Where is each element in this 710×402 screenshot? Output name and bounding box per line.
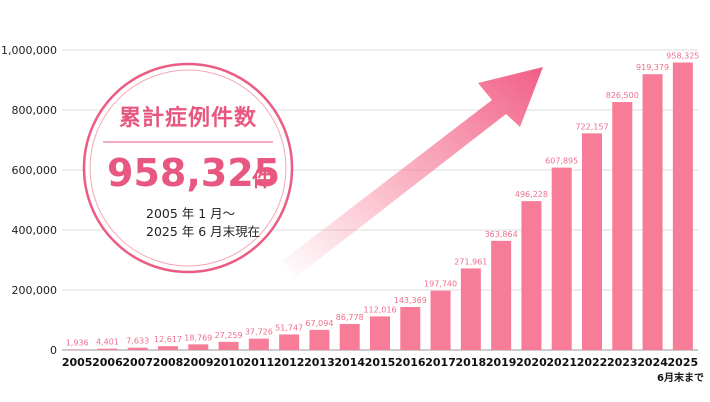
badge-unit: 件 [252,167,272,191]
x-tick-label: 2016 [395,356,426,369]
data-label-2012: 51,747 [275,323,303,332]
trend-arrow-shape [282,67,543,277]
data-label-2024: 919,379 [636,63,669,72]
bar-2006 [97,348,118,350]
y-tick-label: 200,000 [12,284,58,297]
x-tick-label: 2007 [122,356,153,369]
data-labels: 1,936 4,401 7,633 12,617 18,769 27,259 37,726 5… [66,52,700,348]
badge-outer-ring [82,62,294,274]
data-label-2020: 496,228 [515,190,548,199]
data-label-2013: 67,094 [305,319,333,328]
data-label-2011: 37,726 [245,328,273,337]
bar-2025 [672,62,693,350]
data-label-2023: 826,500 [606,91,639,100]
x-tick-label: 2017 [425,356,456,369]
y-tick-label: 0 [50,344,57,357]
bar-2014 [339,323,360,350]
bar-2019 [491,240,512,350]
x-tick-label: 2023 [607,356,638,369]
badge-inner-ring [89,69,287,267]
total-cases-badge: 累計症例件数 958,325 件 2005 年 1 月〜 2025 年 6 月末… [82,62,294,274]
data-label-2022: 722,157 [575,122,608,131]
bar-2007 [127,347,148,350]
data-label-2007: 7,633 [126,337,149,346]
x-tick-label: 2025 [668,356,699,369]
bar-2024 [642,74,663,350]
data-label-2021: 607,895 [545,157,578,166]
bar-2013 [309,329,330,350]
bar-2008 [158,346,178,350]
data-label-2019: 363,864 [485,230,518,239]
data-label-2016: 143,369 [394,296,427,305]
data-label-2006: 4,401 [96,338,119,347]
bar-2022 [582,133,602,350]
x-tick-label: 2009 [183,356,214,369]
y-tick-label: 400,000 [12,224,58,237]
x-tick-label: 2012 [274,356,305,369]
bar-2017 [430,290,451,350]
bar-2016 [400,306,421,350]
data-label-2010: 27,259 [215,331,243,340]
badge-total-value: 958,325 [107,151,280,195]
bar-2018 [460,268,481,350]
x-tick-label: 2024 [637,356,668,369]
badge-title: 累計症例件数 [119,105,257,131]
bar-2015 [370,316,390,350]
x-tick-label: 2021 [546,356,577,369]
x-tick-label: 2008 [153,356,184,369]
x-tick-label: 2020 [516,356,547,369]
y-tick-label: 600,000 [12,164,58,177]
x-tick-label: 2005 [62,356,93,369]
trend-arrow [282,67,543,277]
bar-2021 [551,167,572,350]
y-tick-label: 1,000,000 [1,44,57,57]
bar-2012 [279,334,300,350]
bar-2023 [612,102,633,350]
x-tick-label: 2006 [92,356,123,369]
data-label-2005: 1,936 [66,338,89,347]
y-tick-label: 800,000 [12,104,58,117]
y-axis: 0 200,000 400,000 600,000 800,000 1,000,000 [1,44,57,357]
bar-2005 [67,349,88,350]
data-label-2015: 112,016 [363,305,396,314]
data-label-2017: 197,740 [424,280,457,289]
data-label-2018: 271,961 [454,257,487,266]
badge-period-end: 2025 年 6 月末現在 [146,224,260,239]
data-label-2009: 18,769 [184,333,212,342]
x-tick-label: 2011 [244,356,275,369]
x-tick-label: 2010 [213,356,244,369]
x-tick-label: 2014 [334,356,365,369]
x-tick-label: 2018 [456,356,487,369]
bar-2011 [248,338,269,350]
data-label-2014: 86,778 [336,313,364,322]
bars [67,62,693,350]
data-label-2025: 958,325 [666,52,699,61]
x-tick-label: 2019 [486,356,517,369]
x-tick-label: 2022 [577,356,608,369]
x-axis: 2005 2006 2007 2008 2009 2010 2011 2012 2013 2014… [62,356,698,369]
bar-2020 [521,201,542,350]
bar-2010 [218,341,239,350]
x-tick-label: 2013 [304,356,335,369]
badge-period-start: 2005 年 1 月〜 [146,206,235,221]
partial-year-footnote: 6月末まで [657,371,704,384]
data-label-2008: 12,617 [154,335,182,344]
bar-2009 [188,344,209,350]
x-tick-label: 2015 [365,356,396,369]
